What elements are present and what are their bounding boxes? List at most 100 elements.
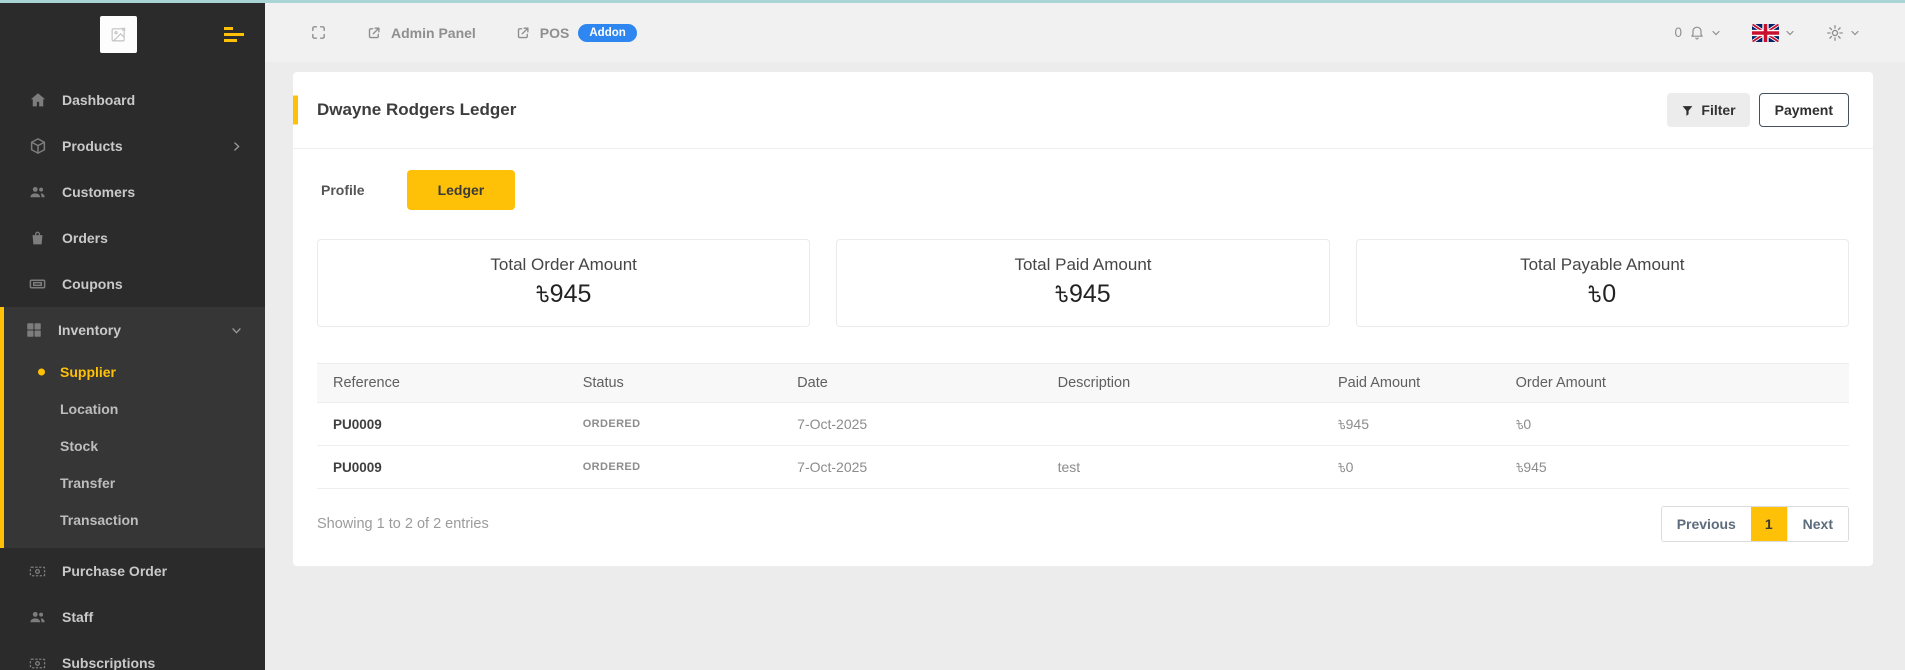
broken-image-icon: [110, 26, 127, 43]
column-header: Description: [1041, 363, 1322, 403]
table-cell: test: [1041, 445, 1322, 489]
sidebar-item-subscriptions[interactable]: Subscriptions: [0, 640, 265, 670]
ledger-table-wrap: Reference Status Date Description Paid Amoun…: [317, 363, 1849, 489]
uk-flag-icon: [1752, 23, 1779, 42]
language-dropdown[interactable]: [1752, 23, 1796, 42]
funnel-icon: [1681, 104, 1694, 117]
sidebar-item-purchase-order[interactable]: Purchase Order: [0, 548, 265, 594]
sidebar-subitem-transaction[interactable]: Transaction: [4, 501, 265, 538]
ledger-card: Dwayne Rodgers Ledger Filter Payment Pro…: [293, 72, 1873, 566]
card-value: 0: [1367, 280, 1838, 309]
pos-label: POS: [539, 24, 570, 41]
sidebar-item-staff[interactable]: Staff: [0, 594, 265, 640]
filter-button[interactable]: Filter: [1667, 93, 1750, 127]
sidebar-section-inventory: Inventory Supplier Location Stock Transfer Tr…: [0, 307, 265, 548]
settings-dropdown[interactable]: [1826, 24, 1861, 42]
main-area: Admin Panel POS Addon 0: [265, 0, 1905, 670]
sidebar-subitem-stock[interactable]: Stock: [4, 427, 265, 464]
ticket-icon: [28, 275, 47, 293]
home-icon: [28, 91, 47, 109]
page-1-button[interactable]: 1: [1750, 507, 1787, 541]
users-icon: [28, 183, 47, 201]
tab-bar: Profile Ledger: [293, 149, 1873, 210]
sidebar-item-customers[interactable]: Customers: [0, 169, 265, 215]
column-header: Status: [566, 363, 782, 403]
box-icon: [28, 137, 47, 155]
payment-button[interactable]: Payment: [1758, 93, 1849, 127]
sidebar-item-label: Orders: [62, 230, 108, 246]
total-order-amount-card: Total Order Amount 945: [317, 239, 811, 327]
sidebar-item-coupons[interactable]: Coupons: [0, 261, 265, 307]
users-icon: [28, 608, 47, 626]
chevron-down-icon: [1849, 27, 1861, 39]
admin-panel-label: Admin Panel: [391, 24, 476, 41]
column-header: Reference: [317, 363, 567, 403]
notifications-dropdown[interactable]: 0: [1674, 24, 1722, 41]
admin-panel-link[interactable]: Admin Panel: [367, 25, 476, 41]
sidebar-item-label: Subscriptions: [62, 655, 156, 670]
chevron-down-icon: [230, 324, 243, 337]
column-header: Paid Amount: [1321, 363, 1500, 403]
sidebar-item-dashboard[interactable]: Dashboard: [0, 77, 265, 123]
table-cell: 945: [1499, 445, 1849, 489]
external-link-icon: [516, 25, 531, 40]
filter-label: Filter: [1701, 102, 1736, 118]
header-buttons: Filter Payment: [1667, 93, 1849, 127]
sidebar: Dashboard Products Customers Orders Coupons I…: [0, 0, 265, 670]
sidebar-subitem-transfer[interactable]: Transfer: [4, 464, 265, 501]
gear-icon: [1826, 24, 1844, 42]
top-navbar: Admin Panel POS Addon 0: [265, 0, 1905, 62]
next-page-button[interactable]: Next: [1786, 507, 1848, 541]
summary-cards: Total Order Amount 945 Total Paid Amount…: [293, 210, 1873, 327]
sidebar-item-label: Products: [62, 138, 123, 154]
bag-icon: [28, 229, 47, 247]
sidebar-subitem-location[interactable]: Location: [4, 390, 265, 427]
navbar-right: 0: [1674, 23, 1861, 42]
sidebar-toggle-icon[interactable]: [224, 26, 245, 42]
bell-icon: [1689, 24, 1705, 41]
table-cell: [1041, 402, 1322, 446]
sidebar-subitem-supplier[interactable]: Supplier: [4, 353, 265, 390]
sidebar-item-label: Purchase Order: [62, 563, 168, 579]
tab-profile[interactable]: Profile: [321, 182, 365, 198]
table-row: PU0009 ORDERED 7-Oct-2025 test 0 945: [317, 445, 1849, 489]
table-footer: Showing 1 to 2 of 2 entries Previous 1 N…: [293, 489, 1873, 566]
table-cell: 0: [1321, 445, 1500, 489]
top-accent-strip: [0, 0, 1905, 3]
column-header: Order Amount: [1499, 363, 1849, 403]
tab-ledger[interactable]: Ledger: [406, 170, 516, 210]
sidebar-item-products[interactable]: Products: [0, 123, 265, 169]
previous-page-button[interactable]: Previous: [1661, 507, 1751, 541]
sidebar-item-inventory[interactable]: Inventory: [4, 307, 265, 353]
sidebar-item-label: Dashboard: [62, 92, 136, 108]
table-cell: 945: [1321, 402, 1500, 446]
sidebar-item-label: Customers: [62, 184, 136, 200]
fullscreen-icon[interactable]: [310, 24, 327, 41]
chevron-down-icon: [1784, 27, 1796, 39]
table-header-row: Reference Status Date Description Paid Amoun…: [317, 363, 1849, 403]
sidebar-nav: Dashboard Products Customers Orders Coupons I…: [0, 65, 265, 670]
table-cell: PU0009: [317, 402, 567, 446]
pagination: Previous 1 Next: [1660, 506, 1849, 542]
sidebar-item-orders[interactable]: Orders: [0, 215, 265, 261]
chevron-down-icon: [1710, 27, 1722, 39]
total-paid-amount-card: Total Paid Amount 945: [836, 239, 1330, 327]
table-row: PU0009 ORDERED 7-Oct-2025 945 0: [317, 402, 1849, 446]
addon-badge: Addon: [578, 23, 637, 42]
chevron-right-icon: [230, 140, 243, 153]
grid-icon: [24, 321, 43, 339]
notification-count: 0: [1674, 25, 1682, 40]
page-title: Dwayne Rodgers Ledger: [317, 100, 517, 119]
banknote-icon: [28, 655, 47, 670]
pos-link[interactable]: POS Addon: [516, 23, 637, 42]
table-body: PU0009 ORDERED 7-Oct-2025 945 0 PU0009 ORDERED…: [317, 402, 1849, 489]
external-link-icon: [367, 25, 382, 40]
table-cell: 7-Oct-2025: [781, 445, 1042, 489]
card-title: Total Paid Amount: [1014, 255, 1152, 274]
card-title: Total Order Amount: [490, 255, 637, 274]
card-title: Total Payable Amount: [1520, 255, 1685, 274]
logo[interactable]: [100, 15, 137, 53]
total-payable-amount-card: Total Payable Amount 0: [1355, 239, 1849, 327]
navbar-left: Admin Panel POS Addon: [310, 23, 637, 42]
